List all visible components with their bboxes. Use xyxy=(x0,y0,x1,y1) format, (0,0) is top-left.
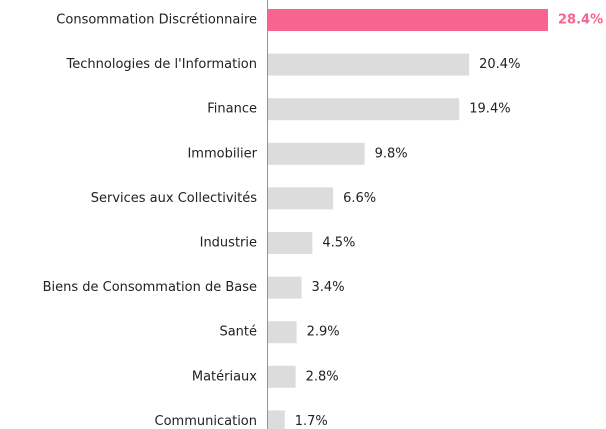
category-label: Communication xyxy=(155,414,257,429)
value-label: 6.6% xyxy=(343,191,376,206)
category-label: Matériaux xyxy=(192,369,257,384)
category-label: Santé xyxy=(219,325,257,340)
category-label: Finance xyxy=(207,102,257,117)
bar xyxy=(268,410,285,429)
value-label: 28.4% xyxy=(558,13,603,28)
value-label: 1.7% xyxy=(295,414,328,429)
bar xyxy=(268,142,365,165)
value-label: 4.5% xyxy=(322,236,355,251)
bar xyxy=(268,9,548,31)
bar xyxy=(268,232,313,254)
bar xyxy=(268,321,297,344)
category-label: Industrie xyxy=(200,236,257,251)
bar xyxy=(268,276,302,299)
value-label: 19.4% xyxy=(469,102,510,117)
bar xyxy=(268,98,460,121)
value-label: 9.8% xyxy=(375,146,408,161)
value-label: 2.9% xyxy=(307,325,340,340)
category-label: Immobilier xyxy=(187,146,257,161)
value-label: 2.8% xyxy=(306,369,339,384)
value-label: 20.4% xyxy=(479,57,520,72)
category-label: Consommation Discrétionnaire xyxy=(56,13,257,28)
bar xyxy=(268,187,334,210)
bar xyxy=(268,365,296,388)
category-label: Services aux Collectivités xyxy=(91,191,257,206)
bar xyxy=(268,53,470,76)
category-label: Biens de Consommation de Base xyxy=(43,280,257,295)
category-label: Technologies de l'Information xyxy=(66,57,257,72)
value-label: 3.4% xyxy=(312,280,345,295)
